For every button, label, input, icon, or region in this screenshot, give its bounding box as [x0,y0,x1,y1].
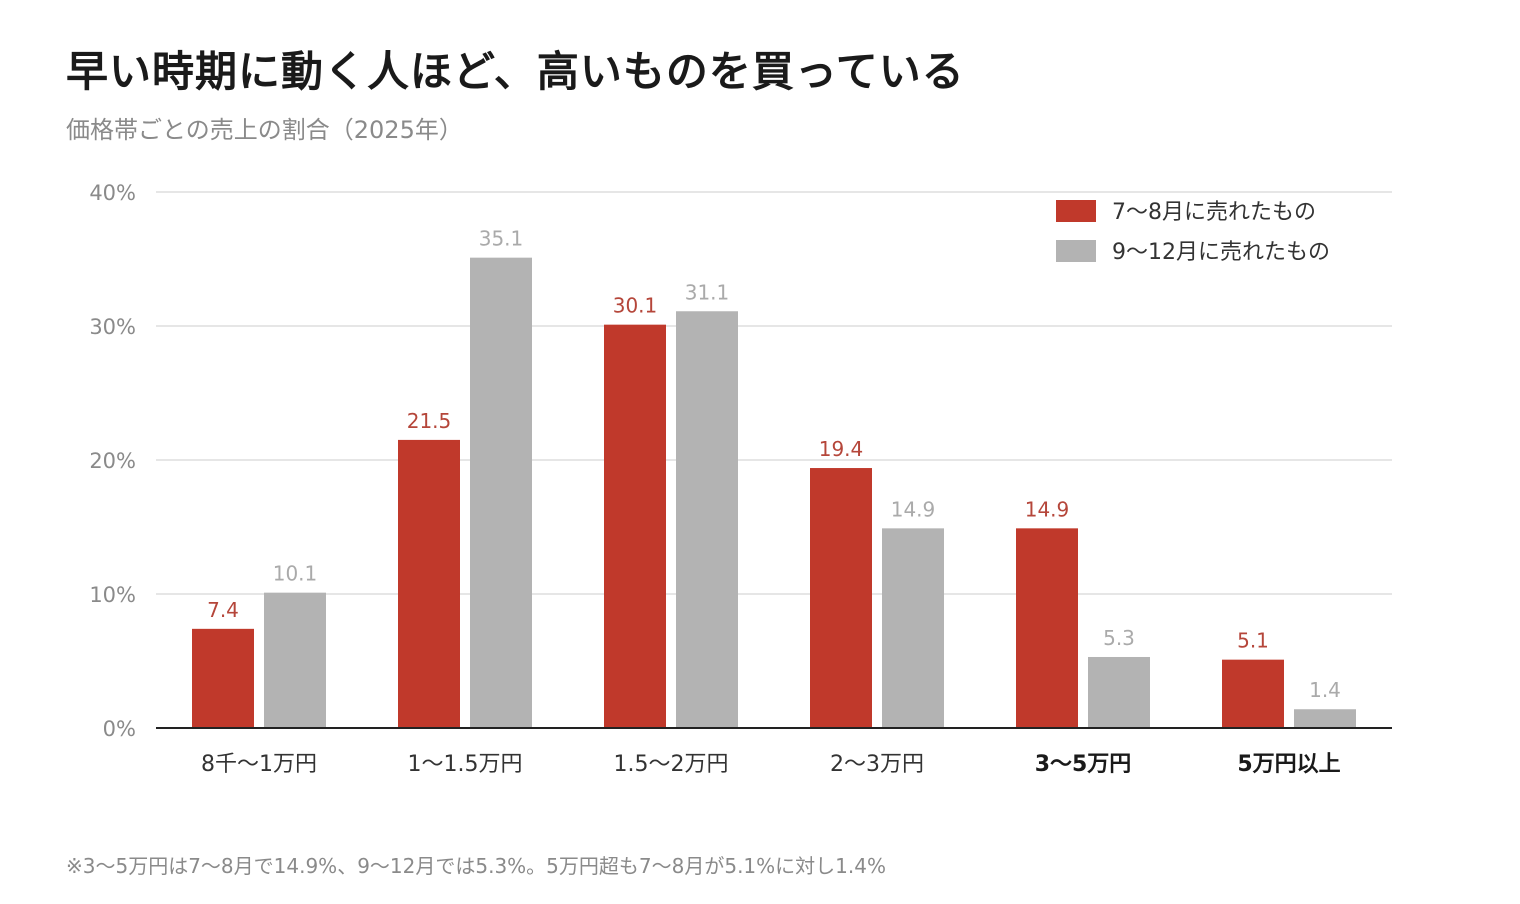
axes: 0% 10% 20% 30% 40% 8千〜1万円 1〜1.5万円 1.5〜2万円 2〜3万円 3… [89,181,1392,777]
footnote: ※3〜5万円は7〜8月で14.9%、9〜12月では5.3%。5万円超も7〜8月が… [66,854,886,878]
bar [604,324,666,728]
data-label: 10.1 [273,562,318,586]
y-tick-label: 10% [89,583,136,607]
chart-subtitle: 価格帯ごとの売上の割合（2025年） [66,116,463,144]
x-tick-label: 1〜1.5万円 [408,752,523,777]
value-labels: 7.4 10.1 21.5 35.1 30.1 31.1 19.4 14.9 14.9 5.3 5.… [207,227,1341,703]
data-label: 19.4 [819,437,864,461]
data-label: 5.1 [1237,629,1269,653]
legend-swatch [1056,200,1096,222]
x-tick-label: 8千〜1万円 [201,752,317,777]
data-label: 30.1 [613,294,658,318]
bar [1016,528,1078,728]
legend-label: 9〜12月に売れたもの [1112,240,1330,265]
data-label: 21.5 [407,409,452,433]
bar [264,592,326,728]
x-tick-label: 5万円以上 [1237,752,1340,777]
bar [1222,659,1284,728]
x-tick-label: 3〜5万円 [1035,752,1132,777]
bar [470,257,532,728]
bar [882,528,944,728]
bar [192,628,254,728]
data-label: 5.3 [1103,626,1135,650]
x-tick-label: 1.5〜2万円 [614,752,729,777]
bar [1294,709,1356,728]
bar [1088,656,1150,728]
gridlines [156,191,1392,595]
data-label: 1.4 [1309,678,1341,702]
bar [398,439,460,728]
data-label: 14.9 [891,497,936,521]
legend-label: 7〜8月に売れたもの [1112,200,1316,225]
data-label: 7.4 [207,598,239,622]
data-label: 14.9 [1025,497,1070,521]
y-tick-label: 20% [89,449,136,473]
x-tick-label: 2〜3万円 [830,752,924,777]
bars [192,257,1356,728]
bar [810,468,872,728]
legend-swatch [1056,240,1096,262]
data-label: 35.1 [479,227,524,251]
bar [676,311,738,728]
data-label: 31.1 [685,280,730,304]
y-tick-label: 0% [103,717,136,741]
chart-title: 早い時期に動く人ほど、高いものを買っている [66,47,965,96]
legend: 7〜8月に売れたもの 9〜12月に売れたもの [1056,200,1330,265]
y-tick-label: 40% [89,181,136,205]
y-tick-label: 30% [89,315,136,339]
